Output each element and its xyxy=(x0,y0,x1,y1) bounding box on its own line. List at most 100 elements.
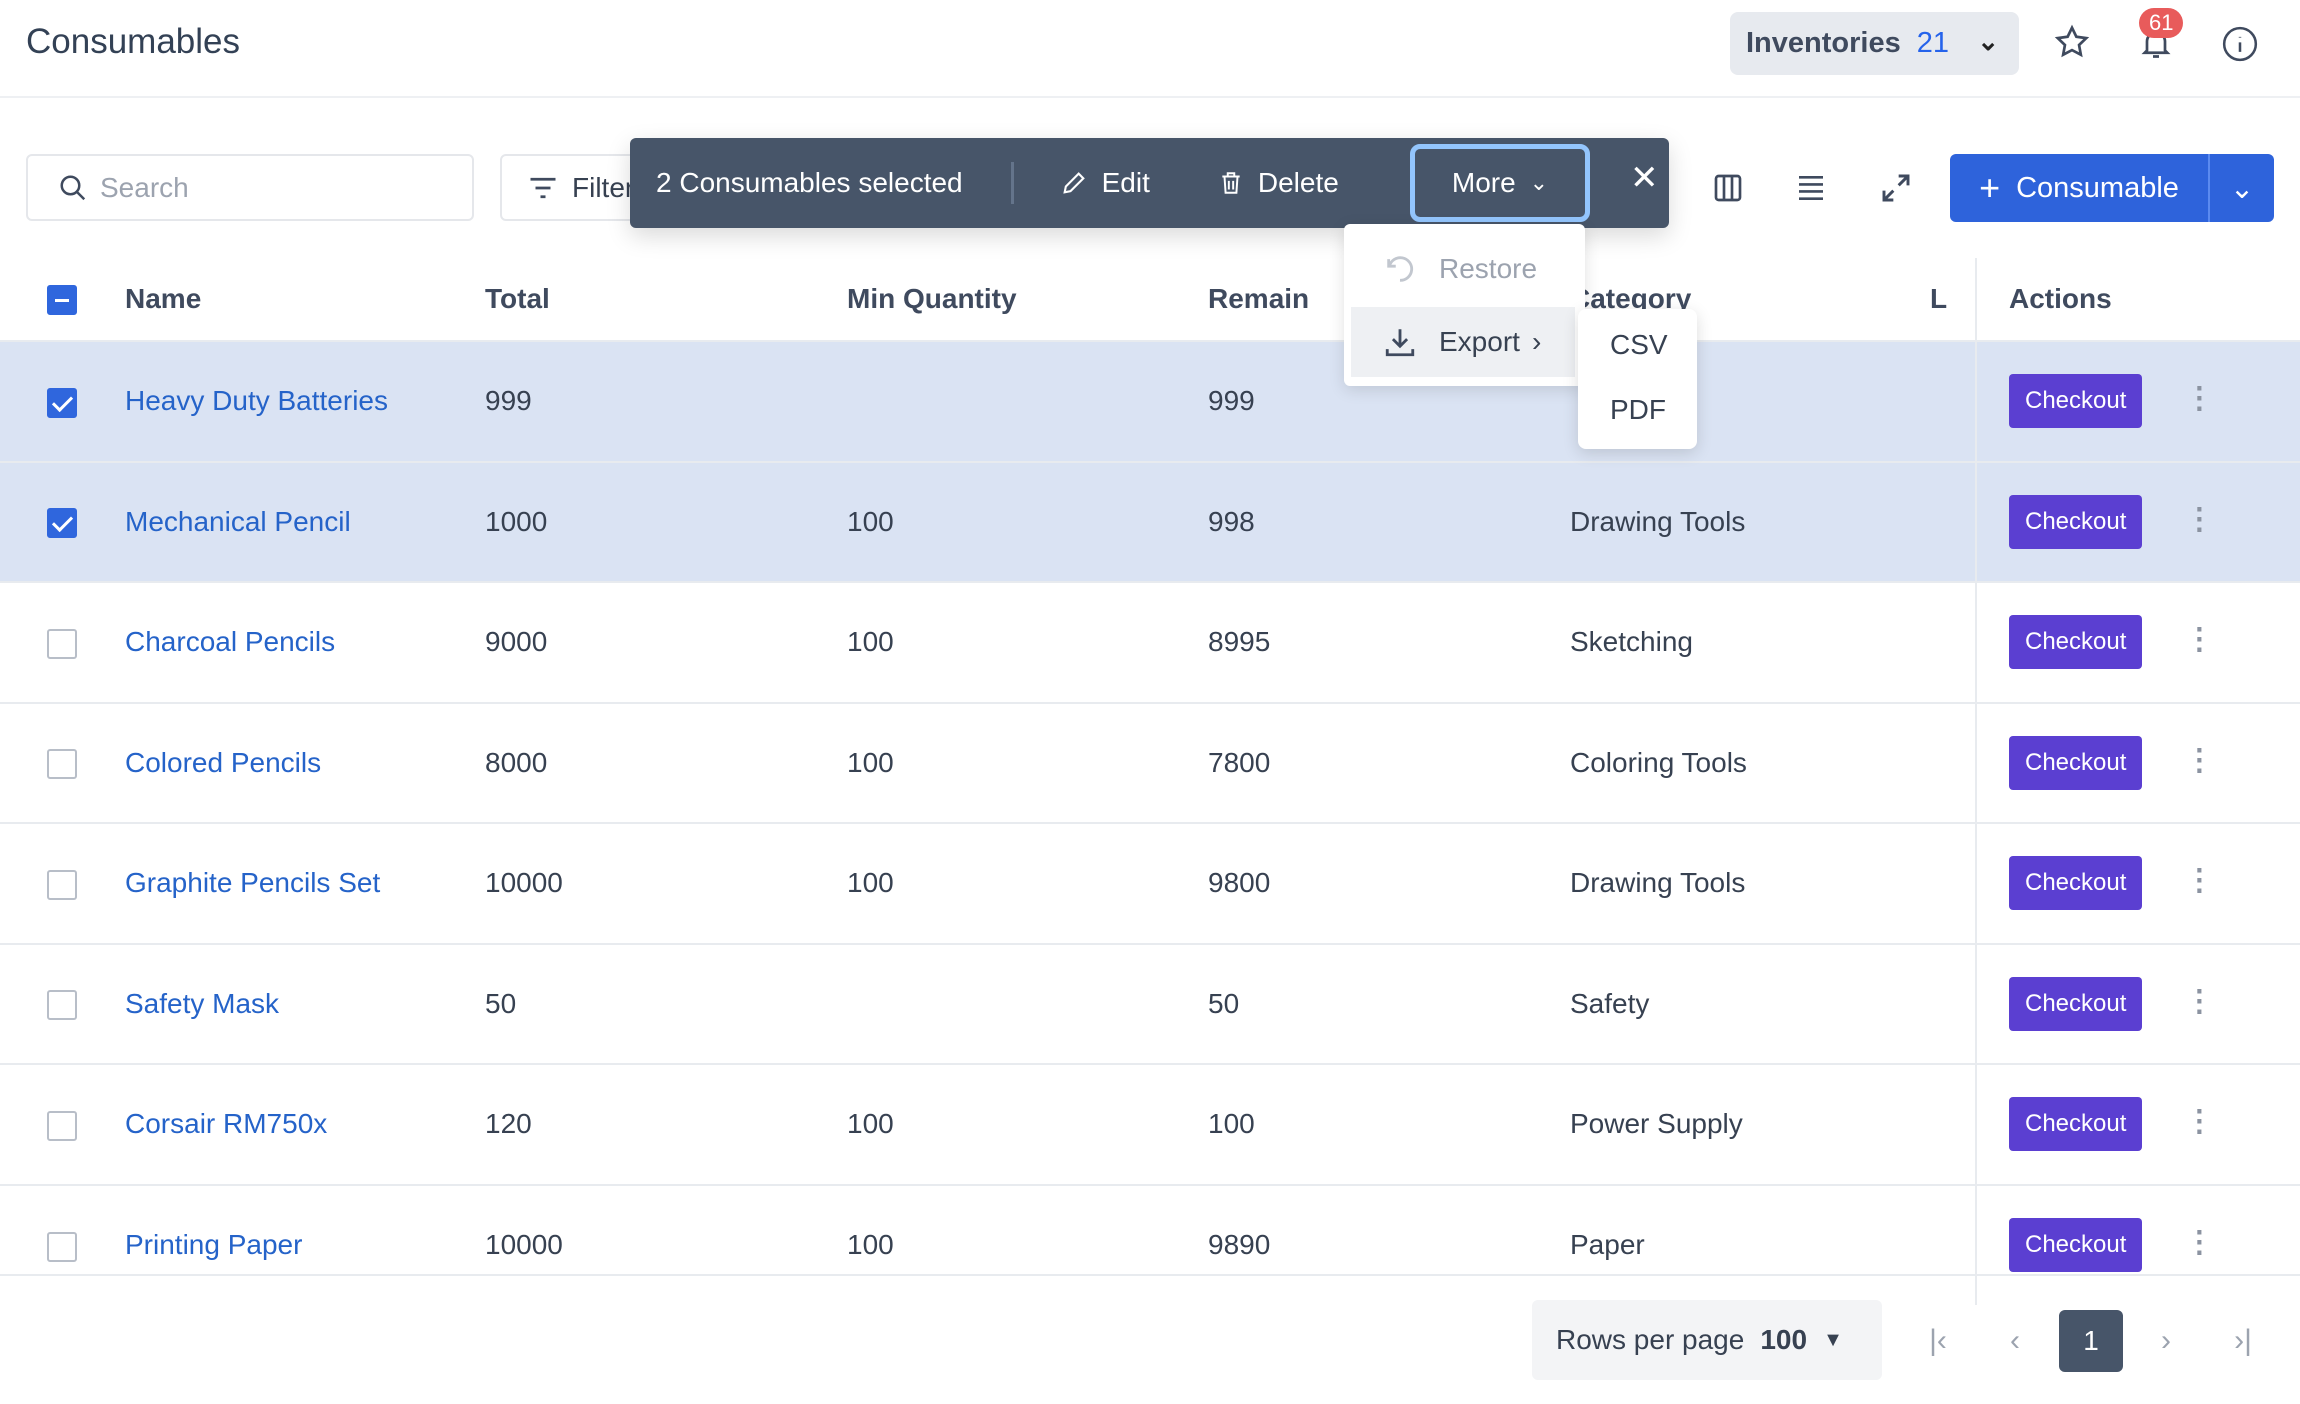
export-csv[interactable]: CSV xyxy=(1610,329,1668,360)
location-cell xyxy=(1930,460,1976,582)
download-icon xyxy=(1385,329,1415,357)
table-row: Mechanical Pencil 1000 100 998 Drawing T… xyxy=(0,460,2300,582)
restore-label: Restore xyxy=(1439,253,1538,284)
columns-icon[interactable] xyxy=(1708,166,1748,210)
edit-button[interactable]: Edit xyxy=(1060,167,1150,199)
min-quantity-cell: 100 xyxy=(847,581,1208,703)
min-quantity-cell: 100 xyxy=(847,1063,1208,1185)
table-row: Charcoal Pencils 9000 100 8995 Sketching… xyxy=(0,581,2300,703)
search-input[interactable]: Search xyxy=(26,154,474,221)
total-cell: 50 xyxy=(485,942,847,1064)
col-location[interactable]: L xyxy=(1930,283,1948,314)
category-cell: Drawing Tools xyxy=(1570,822,1930,944)
col-total[interactable]: Total xyxy=(485,283,550,314)
checkout-button[interactable]: Checkout xyxy=(2009,615,2143,670)
pencil-icon xyxy=(1062,172,1085,194)
table-row: Corsair RM750x 120 100 100 Power Supply … xyxy=(0,1063,2300,1185)
more-vertical-icon[interactable]: ⋮ xyxy=(2184,743,2215,777)
row-checkbox[interactable] xyxy=(47,1231,77,1262)
col-category[interactable]: Category xyxy=(1570,283,1692,314)
checkout-button[interactable]: Checkout xyxy=(2009,374,2143,429)
checkout-button[interactable]: Checkout xyxy=(2009,856,2143,911)
location-cell xyxy=(1930,942,1976,1064)
row-checkbox[interactable] xyxy=(47,1110,77,1141)
add-consumable-button[interactable]: + Consumable ⌄ xyxy=(1950,154,2274,222)
row-checkbox[interactable] xyxy=(47,628,77,659)
table-row: Safety Mask 50 50 Safety Checkout ⋮ xyxy=(0,942,2300,1064)
info-icon[interactable] xyxy=(2220,24,2260,64)
item-name-link[interactable]: Graphite Pencils Set xyxy=(125,867,381,899)
checkout-button[interactable]: Checkout xyxy=(2009,1097,2143,1152)
location-cell xyxy=(1930,340,1976,462)
location-cell xyxy=(1930,581,1976,703)
item-name-link[interactable]: Charcoal Pencils xyxy=(125,626,336,658)
inventories-switcher[interactable]: Inventories 21 ⌄ xyxy=(1730,12,2019,75)
location-cell xyxy=(1930,822,1976,944)
filter-button[interactable]: Filter xyxy=(500,154,640,221)
star-icon[interactable] xyxy=(2052,22,2092,62)
checkout-button[interactable]: Checkout xyxy=(2009,976,2143,1031)
total-cell: 120 xyxy=(485,1063,847,1185)
prev-page-button[interactable]: ‹ xyxy=(2010,1324,2020,1357)
remain-cell: 50 xyxy=(1208,942,1570,1064)
density-icon[interactable] xyxy=(1791,166,1831,210)
first-page-button[interactable]: |‹ xyxy=(1929,1324,1947,1357)
more-vertical-icon[interactable]: ⋮ xyxy=(2184,623,2215,657)
checkout-button[interactable]: Checkout xyxy=(2009,735,2143,790)
row-checkbox[interactable] xyxy=(47,508,77,539)
item-name-link[interactable]: Corsair RM750x xyxy=(125,1108,328,1140)
more-vertical-icon[interactable]: ⋮ xyxy=(2184,502,2215,536)
row-checkbox[interactable] xyxy=(47,869,77,900)
chevron-down-icon: ⌄ xyxy=(1977,26,1999,56)
add-options-dropdown[interactable]: ⌄ xyxy=(2210,171,2274,206)
more-vertical-icon[interactable]: ⋮ xyxy=(2184,984,2215,1018)
col-remain[interactable]: Remain xyxy=(1208,283,1310,314)
min-quantity-cell: 100 xyxy=(847,1183,1208,1305)
bulk-action-bar: 2 Consumables selected Edit Delete More … xyxy=(630,138,1669,228)
consumables-table: Name Total Min Quantity Remain Category … xyxy=(0,258,2300,1305)
row-checkbox[interactable] xyxy=(47,387,77,418)
chevron-down-icon: ⌄ xyxy=(1529,170,1549,195)
filter-label: Filter xyxy=(572,171,635,203)
chevron-right-icon: › xyxy=(1531,326,1542,357)
item-name-link[interactable]: Mechanical Pencil xyxy=(125,505,351,537)
rows-per-page-label: Rows per page xyxy=(1556,1324,1745,1355)
menu-item-export[interactable]: Export › xyxy=(1351,307,1575,377)
col-name[interactable]: Name xyxy=(125,283,202,314)
col-min-quantity[interactable]: Min Quantity xyxy=(847,283,1017,314)
more-vertical-icon[interactable]: ⋮ xyxy=(2184,864,2215,898)
page-1-button[interactable]: 1 xyxy=(2059,1310,2123,1372)
table-row: Heavy Duty Batteries 999 999 Checkout ⋮ xyxy=(0,340,2300,462)
search-placeholder: Search xyxy=(100,171,189,203)
close-icon[interactable]: ✕ xyxy=(1630,159,1659,197)
more-vertical-icon[interactable]: ⋮ xyxy=(2184,1105,2215,1139)
item-name-link[interactable]: Colored Pencils xyxy=(125,746,322,778)
min-quantity-cell: 100 xyxy=(847,460,1208,582)
category-cell: Drawing Tools xyxy=(1570,460,1930,582)
menu-item-restore[interactable]: Restore xyxy=(1351,234,1575,304)
more-vertical-icon[interactable]: ⋮ xyxy=(2184,382,2215,416)
trash-icon xyxy=(1222,172,1240,194)
min-quantity-cell xyxy=(847,340,1208,462)
rows-per-page-select[interactable]: Rows per page 100 ▼ xyxy=(1532,1300,1882,1380)
more-button[interactable]: More ⌄ xyxy=(1410,144,1590,222)
item-name-link[interactable]: Printing Paper xyxy=(125,1229,303,1261)
row-checkbox[interactable] xyxy=(47,749,77,780)
item-name-link[interactable]: Heavy Duty Batteries xyxy=(125,385,388,417)
category-cell: Coloring Tools xyxy=(1570,701,1930,823)
item-name-link[interactable]: Safety Mask xyxy=(125,987,280,1019)
delete-button[interactable]: Delete xyxy=(1218,167,1339,199)
select-all-checkbox[interactable] xyxy=(47,285,77,316)
export-pdf[interactable]: PDF xyxy=(1610,394,1666,425)
category-cell: Paper xyxy=(1570,1183,1930,1305)
delete-label: Delete xyxy=(1257,167,1339,198)
row-checkbox[interactable] xyxy=(47,990,77,1021)
inventories-label: Inventories xyxy=(1746,27,1901,59)
last-page-button[interactable]: ›| xyxy=(2234,1324,2252,1357)
checkout-button[interactable]: Checkout xyxy=(2009,1218,2143,1273)
fullscreen-icon[interactable] xyxy=(1876,166,1916,210)
more-vertical-icon[interactable]: ⋮ xyxy=(2184,1226,2215,1260)
checkout-button[interactable]: Checkout xyxy=(2009,494,2143,549)
next-page-button[interactable]: › xyxy=(2161,1324,2171,1357)
min-quantity-cell: 100 xyxy=(847,822,1208,944)
